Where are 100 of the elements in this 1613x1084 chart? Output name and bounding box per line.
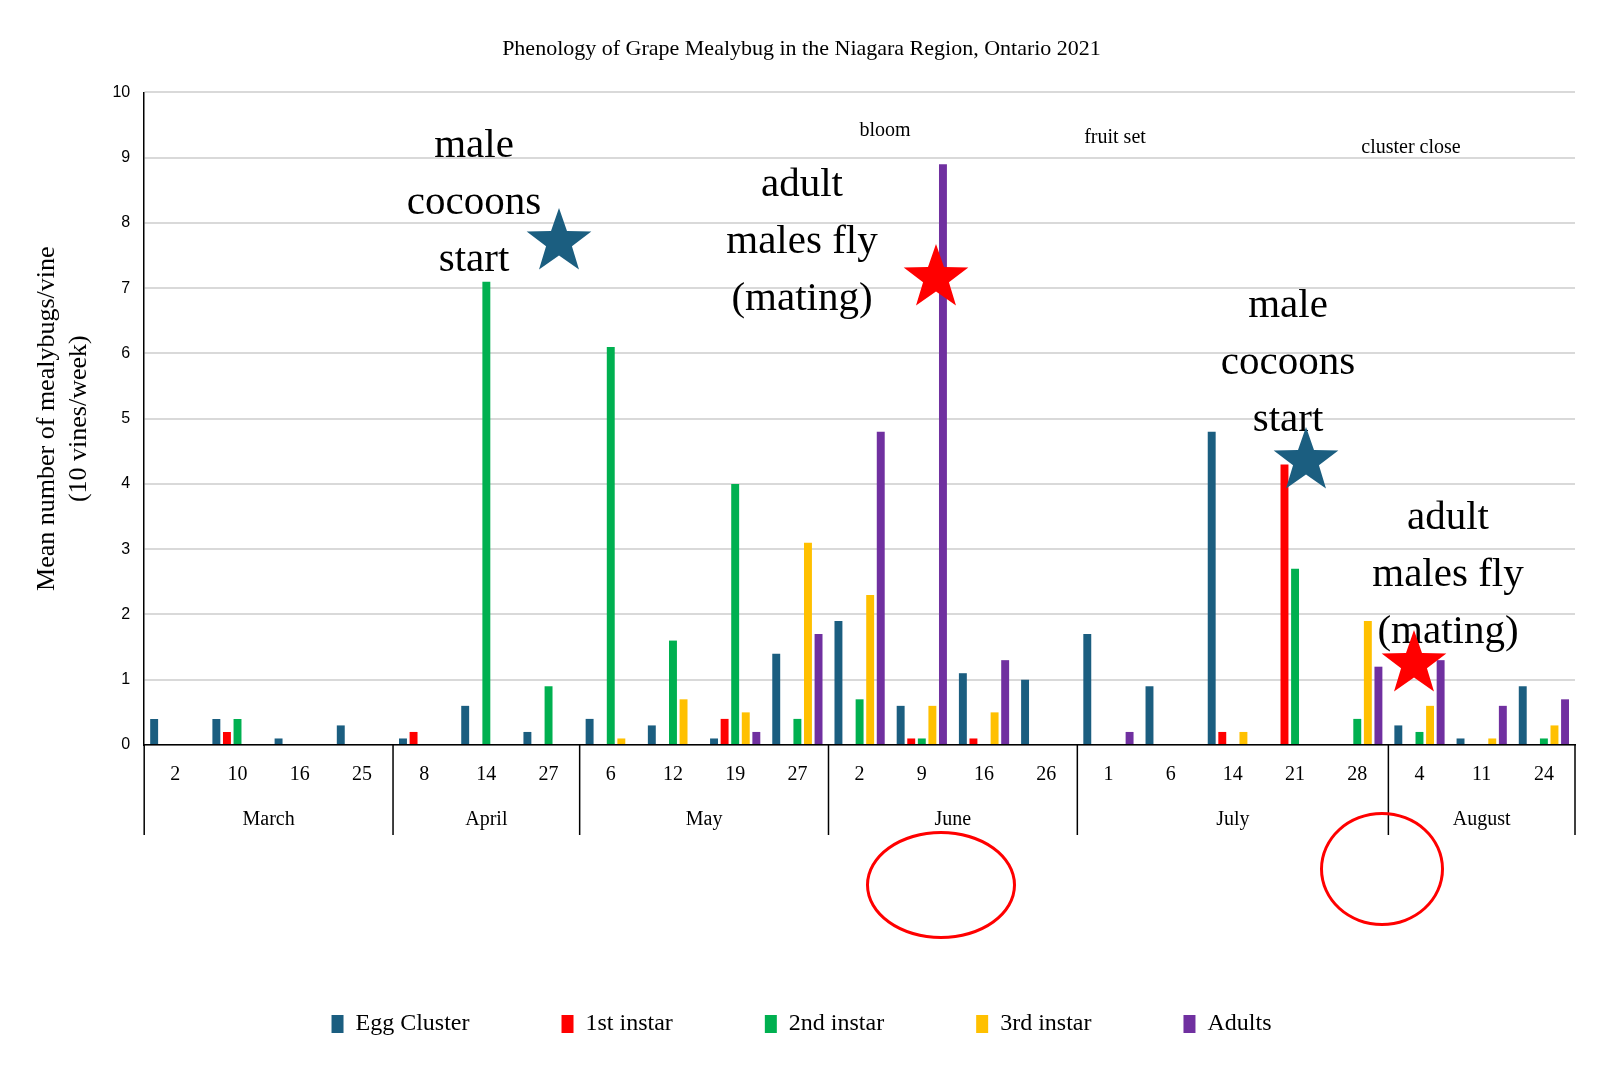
- legend-label: 3rd instar: [1000, 1009, 1092, 1036]
- bar: [523, 731, 532, 744]
- x-tick-label: 2: [170, 762, 181, 785]
- bar: [461, 705, 470, 744]
- bar: [752, 731, 761, 744]
- x-tick-label: 6: [1165, 762, 1176, 785]
- annotation: bloom: [859, 118, 911, 141]
- legend-label: Egg Cluster: [355, 1009, 470, 1036]
- annotation: cluster close: [1361, 135, 1461, 158]
- x-tick-label: 14: [476, 762, 497, 785]
- x-tick-label: 27: [787, 762, 808, 785]
- bar: [1353, 718, 1362, 744]
- bar: [679, 699, 688, 744]
- bar: [1218, 731, 1227, 744]
- bar: [1550, 725, 1559, 744]
- bar: [1001, 660, 1010, 744]
- x-tick-label: 8: [419, 762, 430, 785]
- bar: [907, 738, 916, 744]
- bar: [720, 718, 729, 744]
- bar: [969, 738, 978, 744]
- bar: [1239, 731, 1248, 744]
- y-tick-label: 7: [121, 278, 131, 296]
- bar: [606, 346, 615, 744]
- y-tick-label: 0: [121, 735, 131, 753]
- bar: [1436, 660, 1445, 744]
- bar: [917, 738, 926, 744]
- bar: [150, 718, 159, 744]
- bar: [1374, 666, 1383, 744]
- bar: [1021, 679, 1030, 744]
- bar: [669, 640, 677, 744]
- bar: [274, 738, 283, 744]
- x-tick-label: 25: [351, 762, 372, 785]
- x-tick-label: 6: [605, 762, 616, 785]
- bar: [710, 738, 718, 744]
- bar: [617, 738, 626, 744]
- chart-title: Phenology of Grape Mealybug in the Niagara Region, Ontario 2021: [502, 34, 1101, 60]
- bar: [1083, 634, 1092, 744]
- legend-label: 1st instar: [585, 1009, 673, 1036]
- bar: [1207, 431, 1216, 744]
- text: July: [1216, 807, 1250, 831]
- text: March: [242, 807, 295, 830]
- x-tick-label: 9: [916, 762, 927, 785]
- text: April: [465, 807, 508, 831]
- x-tick-label: 24: [1533, 762, 1554, 785]
- x-tick-label: 10: [227, 762, 248, 785]
- y-tick-label: 4: [121, 474, 131, 492]
- bar: [866, 594, 875, 744]
- bar: [958, 673, 967, 744]
- annotation: adult males fly (mating): [726, 159, 879, 320]
- x-tick-label: 11: [1472, 762, 1492, 785]
- x-tick-label: 16: [974, 762, 995, 785]
- bar: [482, 281, 491, 744]
- bar: [928, 705, 937, 744]
- bar: [804, 542, 812, 744]
- bar: [1291, 568, 1300, 744]
- bar: [876, 431, 885, 744]
- bar: [1539, 738, 1548, 744]
- bar: [1488, 738, 1497, 744]
- x-tick-label: 28: [1347, 762, 1368, 785]
- y-tick-label: 2: [121, 604, 131, 622]
- bar: [1363, 621, 1372, 744]
- text: August: [1452, 807, 1512, 831]
- bar: [814, 634, 823, 744]
- x-tick-label: 16: [289, 762, 310, 785]
- text: May: [685, 807, 723, 831]
- bar: [1561, 699, 1570, 744]
- bar: [834, 621, 843, 744]
- x-tick-label: 21: [1285, 762, 1306, 785]
- x-tick-label: 14: [1222, 762, 1243, 785]
- bar: [399, 738, 407, 744]
- x-tick-label: 12: [662, 762, 683, 785]
- bar: [409, 731, 418, 744]
- annotation: male cocoons start: [1220, 280, 1356, 441]
- x-tick-label: 4: [1414, 762, 1425, 785]
- annotation: adult males fly (mating): [1372, 492, 1525, 653]
- x-tick-label: 27: [538, 762, 559, 785]
- bar: [1518, 686, 1527, 744]
- y-tick-label: 1: [121, 670, 131, 688]
- annotation: fruit set: [1084, 125, 1147, 148]
- annotation: male cocoons start: [406, 120, 542, 281]
- bar: [212, 718, 221, 744]
- y-tick-label: 9: [121, 148, 131, 166]
- bar: [938, 164, 947, 744]
- x-tick-label: 2: [854, 762, 865, 785]
- y-tick-label: 10: [112, 82, 131, 100]
- bar: [336, 725, 345, 744]
- x-tick-label: 26: [1036, 762, 1057, 785]
- bar: [741, 712, 750, 744]
- bar: [544, 686, 553, 744]
- legend-label: 2nd instar: [788, 1009, 885, 1036]
- x-tick-label: 19: [725, 762, 746, 785]
- bar: [647, 725, 656, 744]
- bar: [896, 705, 905, 744]
- y-tick-label: 3: [121, 539, 131, 557]
- bar: [855, 699, 864, 744]
- bar: [1125, 731, 1134, 744]
- text: June: [934, 807, 972, 830]
- bar: [731, 483, 740, 744]
- y-tick-label: 6: [121, 343, 131, 361]
- y-axis-title: Mean number of mealybugs/vine (10 vines/week): [31, 246, 92, 591]
